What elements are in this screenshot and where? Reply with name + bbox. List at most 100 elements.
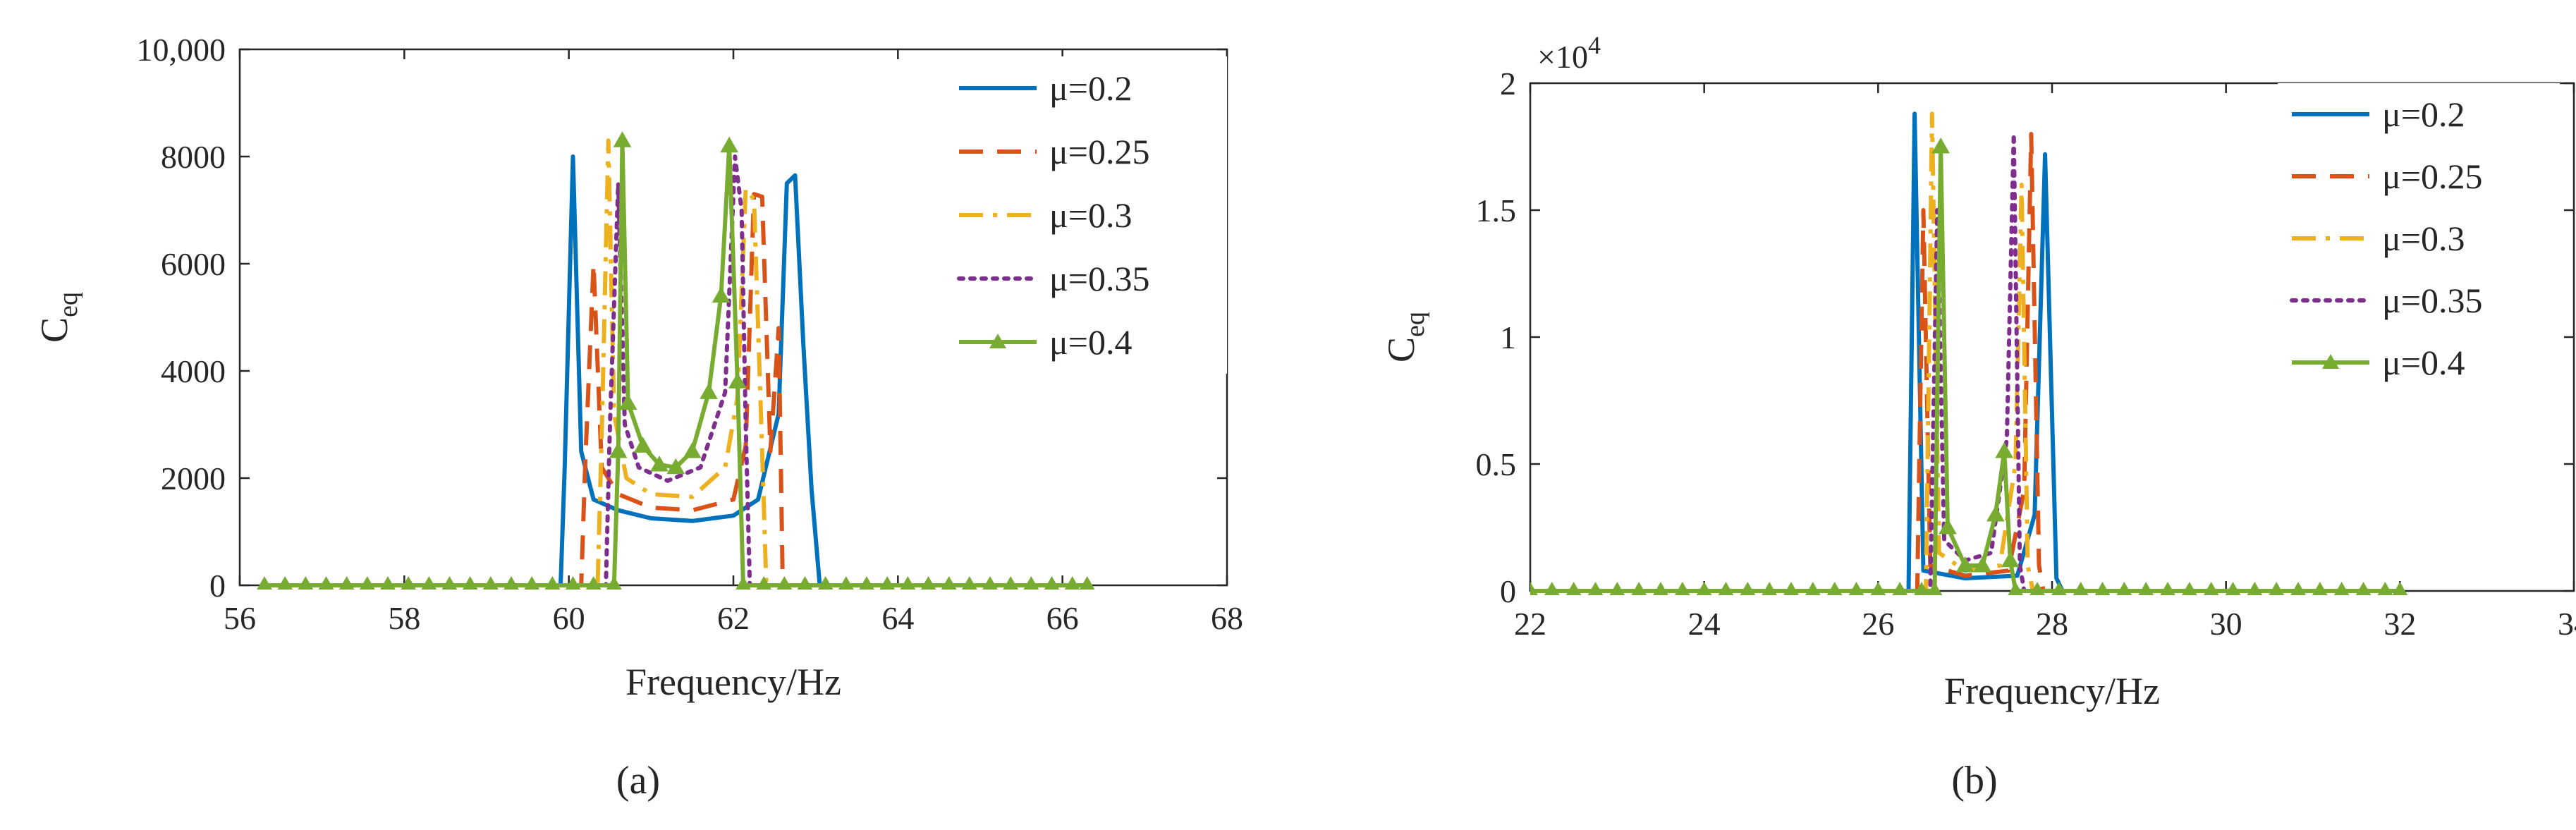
series-marker-triangle — [1931, 137, 1950, 154]
y-tick-label: 1.5 — [1476, 193, 1517, 228]
series-marker-triangle — [2094, 581, 2111, 595]
series-marker-triangle — [2392, 581, 2408, 595]
panel-label: (a) — [616, 759, 660, 802]
series-marker-triangle — [683, 441, 702, 458]
series-line-3 — [1530, 111, 2400, 593]
series-marker-triangle — [441, 575, 458, 590]
x-tick-label: 62 — [717, 600, 750, 636]
series-marker-triangle — [2203, 581, 2219, 595]
series-marker-triangle — [1064, 575, 1080, 590]
series-marker-triangle — [756, 575, 772, 590]
series-marker-triangle — [735, 575, 751, 590]
series-marker-triangle — [2160, 581, 2175, 595]
series-marker-triangle — [1986, 505, 2005, 522]
series-marker-triangle — [961, 575, 977, 590]
series-marker-triangle — [728, 372, 747, 389]
series-marker-triangle — [2029, 581, 2045, 595]
series-marker-triangle — [318, 575, 334, 590]
legend-box — [2278, 83, 2560, 393]
y-axis-label-subscript: eq — [54, 292, 83, 317]
series-group — [1530, 111, 2408, 595]
series-line-1 — [1530, 111, 2400, 593]
series-marker-triangle — [2312, 581, 2328, 595]
series-marker-triangle — [1530, 581, 1538, 595]
y-axis-label: Ceq — [33, 292, 83, 343]
legend-entry-label: μ=0.4 — [1049, 322, 1133, 362]
legend-entry-label: μ=0.3 — [1049, 195, 1133, 235]
legend-box — [945, 56, 1227, 374]
legend-entry-label: μ=0.2 — [2382, 94, 2465, 134]
series-marker-triangle — [503, 575, 519, 590]
chart-panel-b: 22 24 26 28 30 32 34 0 0.5 1 1.5 2 ×104 Frequency/Hz C… — [1380, 31, 2576, 802]
series-marker-triangle — [1023, 575, 1039, 590]
x-tick-label: 22 — [1514, 606, 1546, 642]
series-marker-triangle — [666, 458, 685, 475]
series-marker-triangle — [524, 575, 540, 590]
x-tick-label: 34 — [2558, 606, 2576, 642]
x-tick-label: 32 — [2383, 606, 2416, 642]
series-marker-triangle — [2116, 581, 2132, 595]
y-axis-multiplier: ×104 — [1537, 31, 1601, 75]
x-tick-label: 64 — [881, 600, 914, 636]
legend-marker-triangle — [989, 334, 1006, 348]
series-marker-triangle — [2355, 581, 2371, 595]
series-marker-triangle — [277, 575, 293, 590]
series-marker-triangle — [2138, 581, 2154, 595]
series-line-3 — [264, 138, 1087, 587]
panel-label: (b) — [1951, 759, 1997, 802]
y-tick-label: 6000 — [161, 246, 226, 282]
series-marker-triangle — [609, 441, 628, 458]
series-marker-triangle — [421, 575, 437, 590]
series-marker-triangle — [1914, 581, 1929, 595]
series-marker-triangle — [1826, 581, 1843, 595]
y-axis-label: Ceq — [1380, 312, 1430, 362]
series-marker-triangle — [2073, 581, 2089, 595]
x-tick-label: 30 — [2210, 606, 2242, 642]
series-line-5 — [1530, 145, 2400, 593]
series-marker-triangle — [2290, 581, 2306, 595]
series-marker-triangle — [1631, 581, 1647, 595]
legend-entry-label: μ=0.3 — [2382, 219, 2465, 258]
y-tick-label: 0 — [209, 568, 226, 604]
legend-entry-label: μ=0.35 — [1049, 259, 1150, 298]
series-line-1 — [264, 154, 1087, 587]
legend-entry-label: μ=0.25 — [2382, 157, 2483, 196]
legend-marker-triangle — [2322, 354, 2339, 369]
series-marker-triangle — [941, 575, 957, 590]
series-marker-triangle — [1995, 441, 2014, 458]
legend-entry-label: μ=0.25 — [1049, 132, 1150, 171]
y-axis-multiplier-exponent: 4 — [1588, 31, 1601, 59]
x-tick-label: 24 — [1688, 606, 1721, 642]
series-marker-triangle — [2182, 581, 2197, 595]
series-marker-triangle — [1544, 581, 1560, 595]
series-marker-triangle — [700, 383, 718, 399]
y-tick-label: 2000 — [161, 460, 226, 496]
x-axis-label: Frequency/Hz — [625, 661, 841, 703]
series-marker-triangle — [380, 575, 396, 590]
series-marker-triangle — [817, 575, 834, 590]
y-tick-label: 4000 — [161, 353, 226, 389]
series-marker-triangle — [1003, 575, 1019, 590]
series-marker-triangle — [585, 575, 602, 590]
series-marker-triangle — [1927, 581, 1943, 595]
legend-entry-label: μ=0.4 — [2382, 343, 2465, 382]
series-marker-triangle — [1762, 581, 1778, 595]
x-tick-label: 28 — [2036, 606, 2068, 642]
series-marker-triangle — [606, 575, 622, 590]
series-marker-triangle — [1848, 581, 1864, 595]
y-tick-label: 0 — [1500, 573, 1516, 609]
series-line-2 — [264, 192, 1087, 587]
series-marker-triangle — [2001, 551, 2020, 568]
series-marker-triangle — [462, 575, 478, 590]
series-marker-triangle — [712, 286, 731, 303]
series-marker-triangle — [633, 437, 652, 453]
legend-entry-label: μ=0.35 — [2382, 281, 2483, 320]
series-marker-triangle — [776, 575, 793, 590]
series-marker-triangle — [1609, 581, 1625, 595]
legend: μ=0.2 μ=0.25 μ=0.3 μ=0.35 μ=0.4 — [2278, 83, 2560, 393]
series-marker-triangle — [1565, 581, 1582, 595]
x-tick-label: 56 — [224, 600, 256, 636]
series-marker-triangle — [257, 575, 272, 590]
x-tick-label: 26 — [1862, 606, 1894, 642]
